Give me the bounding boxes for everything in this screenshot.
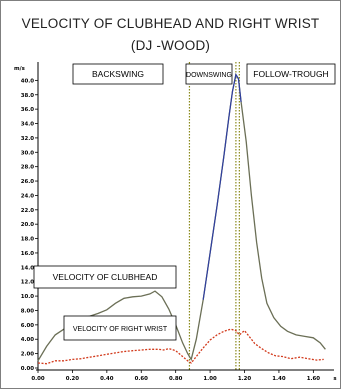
phase-backswing-box: [72, 63, 164, 85]
phase-backswing-label: BACKSWING: [92, 69, 144, 79]
phase-downswing-box: [185, 63, 233, 85]
x-tick-label: 1.20: [238, 376, 252, 382]
series-layer: [37, 72, 326, 365]
y-tick-label: 32.0: [21, 136, 35, 142]
y-tick-label: 6.00: [21, 323, 35, 329]
legend-clubhead-label: VELOCITY OF CLUBHEAD: [53, 272, 158, 282]
clubhead-peak-segment: [202, 72, 242, 300]
x-tick-label: 0.60: [135, 376, 149, 382]
phase-lines: [188, 62, 240, 370]
y-tick-label: 10.0: [21, 294, 35, 300]
y-tick-label: 40.0: [21, 78, 35, 84]
y-tick-label: 34.0: [21, 122, 35, 128]
label-boxes: BACKSWING DOWNSWING FOLLOW-TROUGH VELOCITY …: [33, 63, 336, 341]
legend-clubhead-box: [33, 265, 177, 289]
phase-follow-through-label: FOLLOW-TROUGH: [253, 69, 328, 79]
x-tick-label: 1.60: [307, 376, 321, 382]
phase-follow-through-box: [246, 63, 336, 85]
y-tick-label: 28.0: [21, 165, 35, 171]
x-tick-label: 0.80: [169, 376, 183, 382]
y-tick-label: 38.0: [21, 93, 35, 99]
chart-title: VELOCITY OF CLUBHEAD AND RIGHT WRIST: [21, 16, 320, 31]
y-tick-label: 20.0: [21, 222, 35, 228]
y-tick-label: 18.0: [21, 237, 35, 243]
y-tick-label: 8.00: [21, 308, 35, 314]
x-tick-label: 1.00: [203, 376, 217, 382]
wrist-velocity-line: [37, 328, 324, 365]
y-tick-label: 24.0: [21, 193, 35, 199]
y-tick-label: 14.0: [21, 265, 35, 271]
chart-subtitle: (DJ -WOOD): [130, 38, 211, 53]
y-tick-label: 30.0: [21, 150, 35, 156]
y-tick-label: 4.00: [21, 337, 35, 343]
x-tick-label: 0.20: [66, 376, 80, 382]
y-tick-label: 16.0: [21, 251, 35, 257]
legend-wrist-label: VELOCITY OF RIGHT WRIST: [73, 326, 168, 333]
y-tick-label: 22.0: [21, 208, 35, 214]
x-tick-label: 0.00: [31, 376, 45, 382]
y-tick-label: 36.0: [21, 107, 35, 113]
legend-wrist-box: [63, 315, 177, 341]
clubhead-velocity-line: [37, 72, 326, 362]
x-axis-label: s: [333, 376, 336, 382]
y-tick-label: 26.0: [21, 179, 35, 185]
y-tick-label: 2.00: [21, 352, 35, 358]
axes: 0.00 2.00 4.00 6.00 8.00 10.0 12.0 14.0 16.0 18.0…: [14, 62, 337, 382]
x-tick-label: 0.40: [100, 376, 114, 382]
x-tick-label: 1.40: [272, 376, 286, 382]
y-tick-label: 0.00: [21, 366, 35, 372]
phase-downswing-label: DOWNSWING: [186, 72, 232, 79]
y-tick-label: 12.0: [21, 280, 35, 286]
y-axis-label: m/s: [14, 66, 25, 72]
